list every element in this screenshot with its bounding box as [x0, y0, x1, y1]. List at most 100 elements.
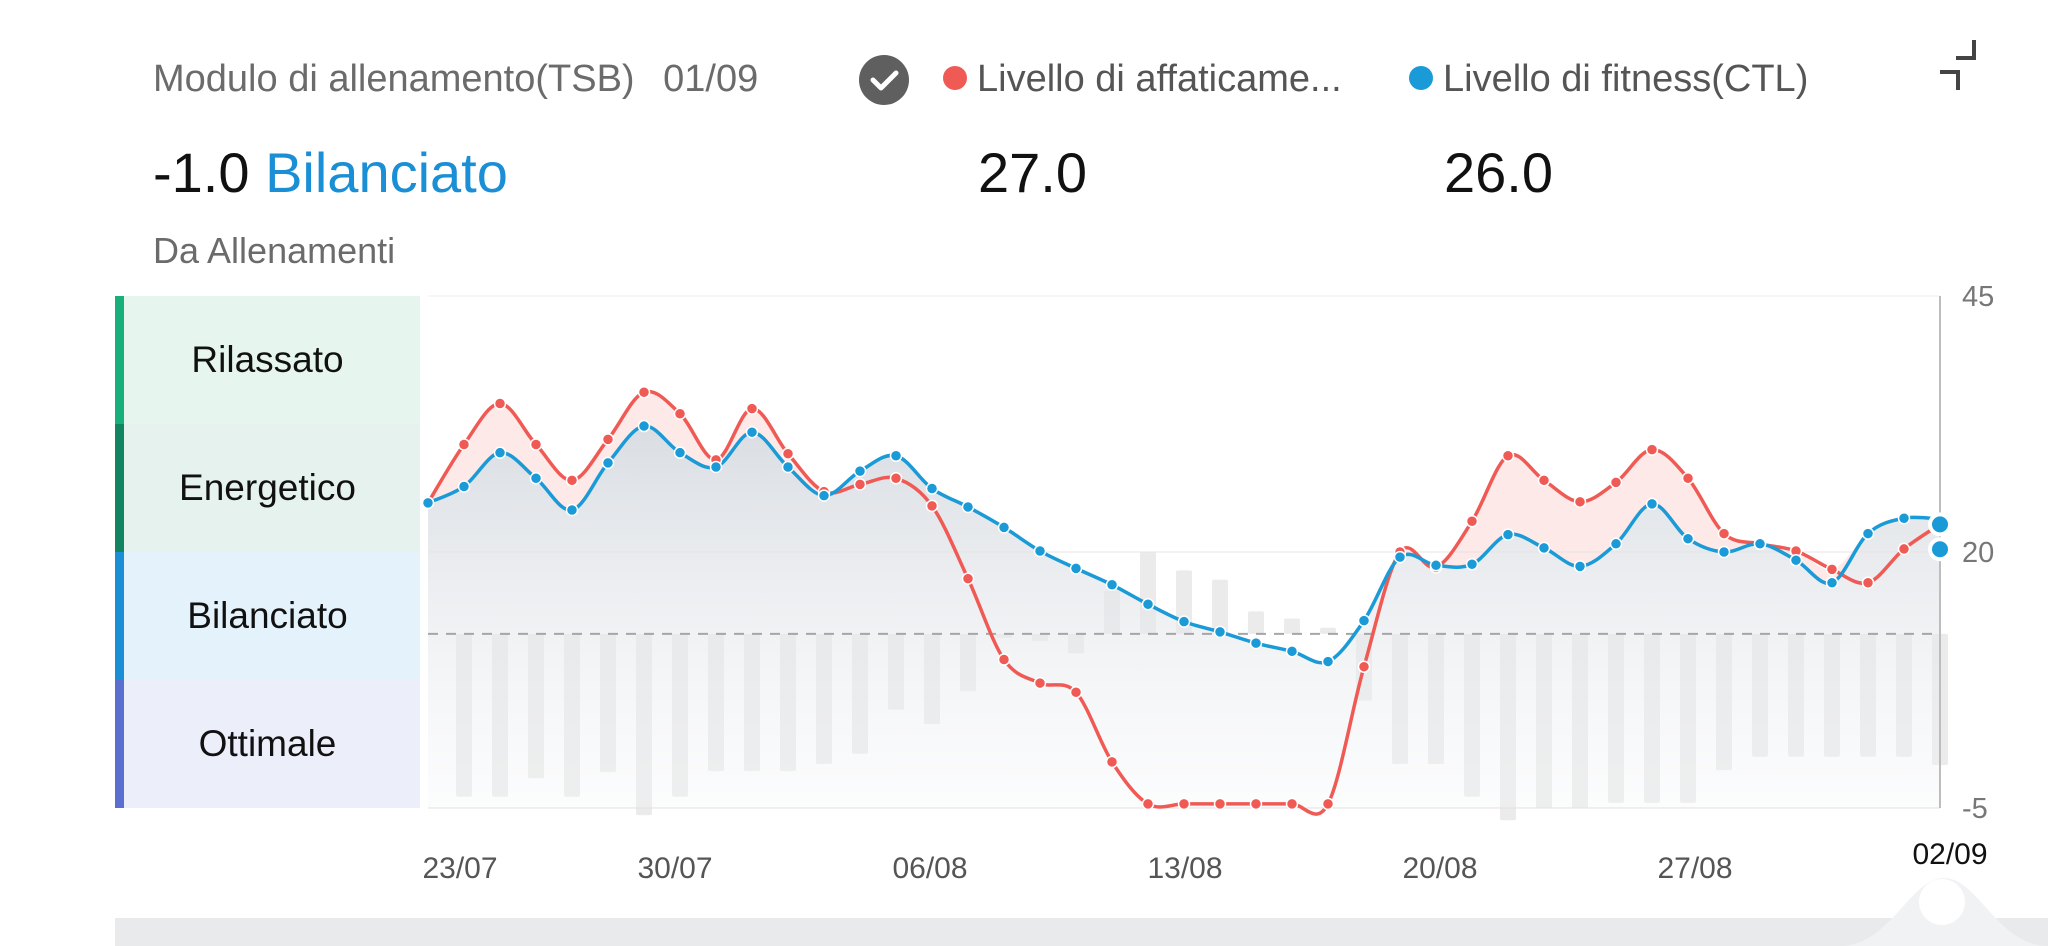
fitness-point: [1717, 545, 1731, 559]
y-tick-label: 20: [1962, 537, 1994, 569]
x-tick-label-current: 02/09: [1912, 838, 1987, 871]
fitness-point: [1321, 655, 1335, 668]
fitness-point: [673, 446, 687, 459]
fatigue-point: [1249, 797, 1263, 811]
zone-bar-energetic: [115, 424, 124, 552]
legend-item-fatigue[interactable]: Livello di affaticame...: [943, 58, 1342, 101]
fitness-point: [601, 456, 615, 470]
fatigue-point: [1465, 515, 1479, 528]
fitness-point: [1645, 497, 1659, 511]
fitness-point: [1897, 511, 1911, 525]
fatigue-point: [529, 438, 543, 451]
title-text: Modulo di allenamento(TSB): [153, 58, 635, 100]
zone-relaxed: Rilassato: [115, 296, 420, 424]
fitness-point: [1033, 544, 1047, 558]
fitness-point: [1861, 527, 1875, 540]
fitness-area: [428, 425, 1940, 808]
fatigue-point: [1861, 576, 1875, 589]
legend-dot-blue: [1409, 65, 1433, 90]
fitness-point: [1465, 558, 1479, 571]
y-tick-label: -5: [1962, 793, 1988, 825]
fitness-point: [1213, 625, 1227, 639]
fatigue-point: [493, 397, 507, 410]
fatigue-point: [1717, 527, 1731, 540]
fatigue-point: [1285, 797, 1299, 811]
zone-energetic: Energetico: [115, 424, 420, 552]
fatigue-point: [637, 386, 651, 399]
zone-bar-relaxed: [115, 296, 124, 424]
fatigue-point: [889, 472, 903, 485]
fatigue-point: [601, 433, 615, 446]
fatigue-point: [457, 438, 471, 451]
source-label: Da Allenamenti: [153, 230, 396, 271]
fatigue-point: [1141, 797, 1155, 811]
fatigue-point: [1069, 686, 1083, 699]
fitness-point: [745, 425, 759, 439]
fitness-point: [1357, 614, 1371, 627]
legend-label-fitness: Livello di fitness(CTL): [1443, 58, 1809, 100]
x-tick-label: 20/08: [1402, 852, 1477, 885]
fitness-point: [637, 419, 651, 433]
fatigue-point: [1177, 797, 1191, 811]
fitness-point: [493, 446, 507, 459]
fitness-point: [1825, 576, 1839, 589]
fatigue-point: [1213, 797, 1227, 811]
tsb-bar: [1212, 579, 1228, 634]
fatigue-point: [1645, 443, 1659, 456]
fitness-point: [889, 449, 903, 462]
slider-handle[interactable]: [1919, 879, 1965, 925]
x-tick-label: 06/08: [892, 852, 967, 885]
fatigue-point: [1825, 563, 1839, 576]
fitness-point: [817, 489, 831, 502]
zone-balanced: Bilanciato: [115, 552, 420, 680]
fitness-point: [1141, 597, 1155, 611]
fitness-point: [565, 503, 579, 517]
x-tick-label: 27/08: [1657, 852, 1732, 885]
check-circle-icon[interactable]: [859, 55, 909, 105]
fitness-point: [1789, 553, 1803, 567]
range-slider[interactable]: [1840, 858, 2048, 946]
tsb-status: Bilanciato: [265, 141, 508, 204]
fatigue-point: [1357, 660, 1371, 673]
ctl-value: 26.0: [1444, 141, 1553, 204]
x-tick-label: 30/07: [637, 852, 712, 885]
fatigue-current-point: [1930, 514, 1950, 535]
fitness-point: [925, 482, 939, 495]
scroll-track[interactable]: [115, 918, 2048, 946]
fitness-point: [853, 464, 867, 478]
legend-item-fitness[interactable]: Livello di fitness(CTL): [1409, 58, 1808, 101]
zone-optimal: Ottimale: [115, 680, 420, 808]
collapse-icon[interactable]: [1938, 38, 1994, 94]
fitness-point: [1753, 537, 1767, 551]
fitness-point: [1393, 550, 1407, 564]
chart-title: Modulo di allenamento(TSB) 01/09: [153, 58, 758, 101]
fatigue-point: [1501, 449, 1515, 462]
fatigue-point: [1681, 472, 1695, 485]
fitness-point: [1429, 559, 1443, 572]
tsb-bar: [1248, 611, 1264, 634]
x-tick-label: 23/07: [422, 852, 497, 885]
fitness-point: [1177, 615, 1191, 628]
fatigue-point: [1033, 676, 1047, 690]
fitness-point: [1681, 532, 1695, 545]
fatigue-point: [1573, 495, 1587, 509]
fatigue-point: [745, 402, 759, 415]
fatigue-point: [781, 447, 795, 460]
fitness-point: [1537, 541, 1551, 555]
tsb-bar: [1320, 627, 1336, 634]
tsb-value-row: -1.0 Bilanciato: [153, 140, 508, 205]
fatigue-point: [853, 478, 867, 491]
fatigue-point: [961, 572, 975, 585]
fitness-point: [1069, 562, 1083, 575]
zone-bar-balanced: [115, 552, 124, 680]
fitness-point: [1105, 578, 1119, 592]
fatigue-point: [673, 407, 687, 421]
y-tick-label: 45: [1962, 281, 1994, 313]
fatigue-point: [565, 474, 579, 487]
fitness-point: [1501, 528, 1515, 541]
fitness-point: [421, 496, 435, 510]
tsb-value: -1.0: [153, 141, 250, 204]
fatigue-point: [1609, 476, 1623, 489]
fitness-point: [1249, 636, 1263, 650]
